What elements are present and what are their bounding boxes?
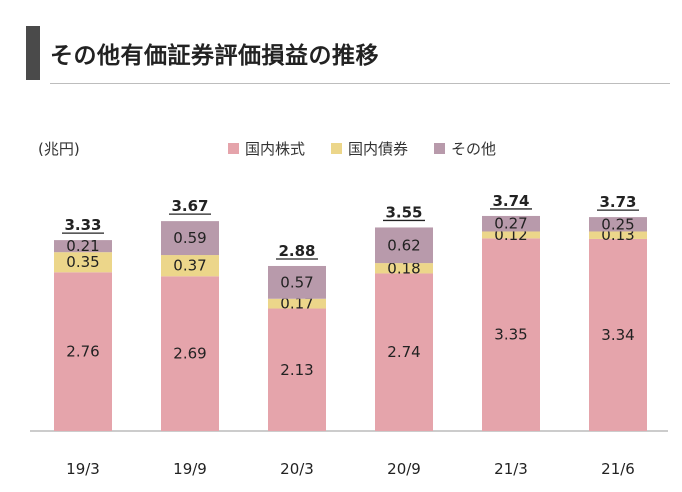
- bar-segment-other: [375, 227, 433, 264]
- data-label-domestic-bonds: 0.35: [66, 253, 99, 271]
- title-divider: [50, 83, 670, 84]
- data-label-domestic-stocks: 2.74: [387, 343, 420, 361]
- category-label: 19/3: [66, 460, 100, 478]
- data-label-domestic-stocks: 3.35: [494, 326, 527, 344]
- data-label-other: 0.62: [387, 236, 420, 254]
- bar-segment-other: [54, 240, 112, 253]
- bar-segment-domestic-stocks: [54, 272, 112, 431]
- bar-segment-domestic-bonds: [375, 263, 433, 274]
- category-label: 21/6: [601, 460, 635, 478]
- bar-segment-other: [589, 217, 647, 232]
- data-label-domestic-stocks: 2.76: [66, 343, 99, 361]
- data-label-domestic-stocks: 2.69: [173, 345, 206, 363]
- bar-segment-domestic-stocks: [375, 273, 433, 431]
- bar-segment-domestic-bonds: [589, 231, 647, 239]
- bar-segment-domestic-bonds: [54, 252, 112, 273]
- category-label: 19/9: [173, 460, 207, 478]
- data-label-domestic-bonds: 0.18: [387, 259, 420, 277]
- data-label-other: 0.57: [280, 273, 313, 291]
- legend-item-other: その他: [434, 138, 496, 159]
- total-label: 2.88: [278, 242, 315, 260]
- category-label: 21/3: [494, 460, 528, 478]
- bar-segment-domestic-stocks: [268, 308, 326, 431]
- legend-swatch-other: [434, 143, 446, 154]
- data-label-domestic-stocks: 3.34: [601, 326, 634, 344]
- data-label-domestic-bonds: 0.37: [173, 257, 206, 275]
- data-label-other: 0.27: [494, 215, 527, 233]
- bar-segment-domestic-stocks: [589, 238, 647, 431]
- bar-segment-domestic-bonds: [161, 255, 219, 277]
- total-label: 3.73: [599, 193, 636, 211]
- category-label: 20/9: [387, 460, 421, 478]
- legend-label-other: その他: [451, 140, 497, 158]
- total-label: 3.74: [492, 192, 529, 210]
- title-accent-bar: [26, 26, 40, 80]
- bar-segment-domestic-stocks: [482, 238, 540, 431]
- data-label-other: 0.25: [601, 215, 634, 233]
- total-label: 3.67: [171, 197, 208, 215]
- data-label-domestic-stocks: 2.13: [280, 361, 313, 379]
- unit-label: (兆円): [38, 140, 80, 158]
- data-label-other: 0.21: [66, 237, 99, 255]
- total-label: 3.33: [64, 216, 101, 234]
- legend-item-domestic-bonds: 国内債券: [331, 138, 408, 159]
- bar-segment-other: [482, 215, 540, 232]
- legend-swatch-domestic-bonds: [331, 143, 343, 154]
- bar-segment-other: [268, 265, 326, 299]
- bar-segment-other: [161, 221, 219, 256]
- bar-segment-domestic-stocks: [161, 276, 219, 431]
- legend-label-domestic-stocks: 国内株式: [245, 140, 306, 158]
- category-label: 20/3: [280, 460, 314, 478]
- legend-swatch-domestic-stocks: [228, 143, 239, 154]
- bar-segment-domestic-bonds: [268, 298, 326, 309]
- total-label: 3.55: [385, 203, 422, 221]
- bar-segment-domestic-bonds: [482, 231, 540, 239]
- data-label-other: 0.59: [173, 229, 206, 247]
- legend-item-domestic-stocks: 国内株式: [228, 138, 305, 159]
- page-title: その他有価証券評価損益の推移: [50, 43, 379, 69]
- legend-label-domestic-bonds: 国内債券: [348, 140, 409, 158]
- chart-legend: 国内株式 国内債券 その他: [228, 138, 496, 159]
- data-label-domestic-bonds: 0.17: [280, 295, 313, 313]
